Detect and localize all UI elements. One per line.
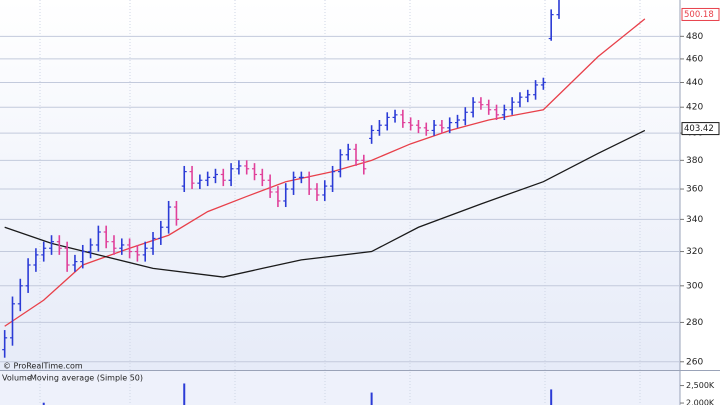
y-tick-label: 340: [686, 215, 703, 225]
volume-bar: [370, 392, 373, 405]
y-tick-label: 320: [686, 247, 703, 257]
y-tick-label: 280: [686, 318, 703, 328]
volume-title: Volume: [2, 374, 32, 383]
price-label: 500.18: [684, 10, 714, 20]
moving-average: [4, 129, 646, 278]
y-tick-label: 460: [686, 54, 703, 64]
y-tick-label: 300: [686, 281, 703, 291]
y-tick-label: 260: [686, 357, 703, 367]
axis-panel: [680, 0, 720, 405]
price-label-box: [681, 122, 720, 136]
y-tick-label: 2,500K: [686, 381, 715, 390]
volume-bar: [42, 402, 45, 405]
price-panel: [0, 0, 680, 370]
y-tick-label: 440: [686, 78, 703, 88]
watermark: © ProRealTime.com: [3, 362, 83, 371]
y-tick-label: 360: [686, 185, 703, 195]
volume-subtitle: Moving average (Simple 50): [30, 374, 143, 383]
price-label-box: [681, 7, 720, 21]
volume-bar: [183, 383, 186, 405]
y-tick-label: 380: [686, 156, 703, 166]
y-tick-label: 420: [686, 103, 703, 113]
volume-bar: [550, 389, 553, 405]
price-label: 403.42: [684, 124, 714, 134]
y-tick-label: 2,000K: [686, 399, 715, 405]
volume-panel: [0, 371, 680, 405]
y-tick-label: 480: [686, 32, 703, 42]
axis: 2602803003203403603804004204404604802,50…: [680, 7, 720, 405]
price-bars: [2, 0, 560, 358]
volume-bars: [42, 383, 553, 405]
